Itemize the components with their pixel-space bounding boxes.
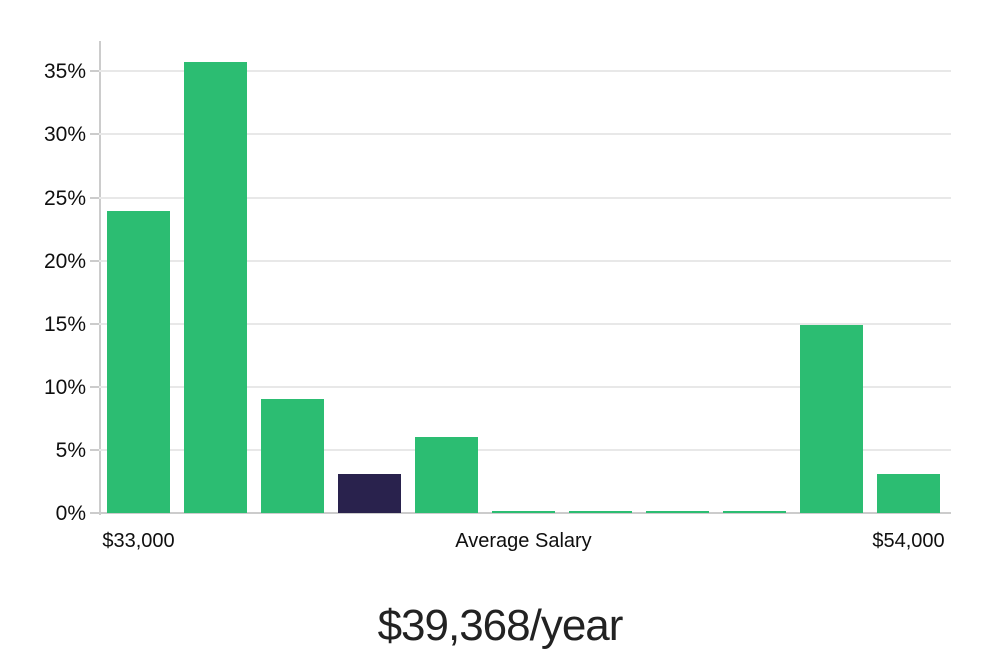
- y-tick-label: 0%: [55, 502, 86, 525]
- gridline-15%: [99, 322, 951, 325]
- gridline-25%: [99, 196, 951, 199]
- x-tick-label: $54,000: [872, 530, 945, 552]
- y-tick-mark: [90, 322, 99, 325]
- histogram-bar[interactable]: [569, 511, 632, 513]
- gridline-20%: [99, 259, 951, 262]
- gridline-35%: [99, 70, 951, 73]
- histogram-bar[interactable]: [261, 399, 324, 513]
- histogram-bar[interactable]: [184, 62, 247, 513]
- y-tick-mark: [90, 259, 99, 262]
- highlighted-bar[interactable]: [338, 473, 401, 513]
- y-tick-label: 25%: [43, 186, 86, 210]
- y-tick-mark: [90, 196, 99, 199]
- gridline-0%: [99, 512, 951, 514]
- gridline-5%: [99, 448, 951, 451]
- y-tick-mark: [90, 512, 99, 514]
- gridline-30%: [99, 133, 951, 136]
- histogram-bar[interactable]: [415, 437, 478, 513]
- x-tick-label: Average Salary: [455, 530, 592, 552]
- y-tick-label: 30%: [43, 123, 86, 147]
- x-tick-label: $33,000: [102, 530, 175, 552]
- y-tick-mark: [90, 70, 99, 73]
- histogram-bar[interactable]: [723, 511, 786, 513]
- y-tick-label: 15%: [43, 312, 86, 336]
- y-tick-label: 20%: [43, 249, 86, 273]
- histogram-bar[interactable]: [492, 511, 555, 513]
- gridline-10%: [99, 385, 951, 388]
- y-tick-label: 10%: [43, 375, 86, 399]
- histogram-bar[interactable]: [107, 211, 170, 513]
- y-tick-label: 5%: [55, 438, 86, 462]
- histogram-bar[interactable]: [877, 473, 940, 513]
- y-tick-mark: [90, 448, 99, 451]
- histogram-bar[interactable]: [646, 511, 709, 513]
- y-axis-line: [99, 41, 101, 515]
- histogram-bar[interactable]: [800, 324, 863, 513]
- y-tick-mark: [90, 133, 99, 136]
- average-salary-value: $39,368/year: [377, 601, 624, 650]
- y-tick-mark: [90, 385, 99, 388]
- y-tick-label: 35%: [43, 60, 86, 84]
